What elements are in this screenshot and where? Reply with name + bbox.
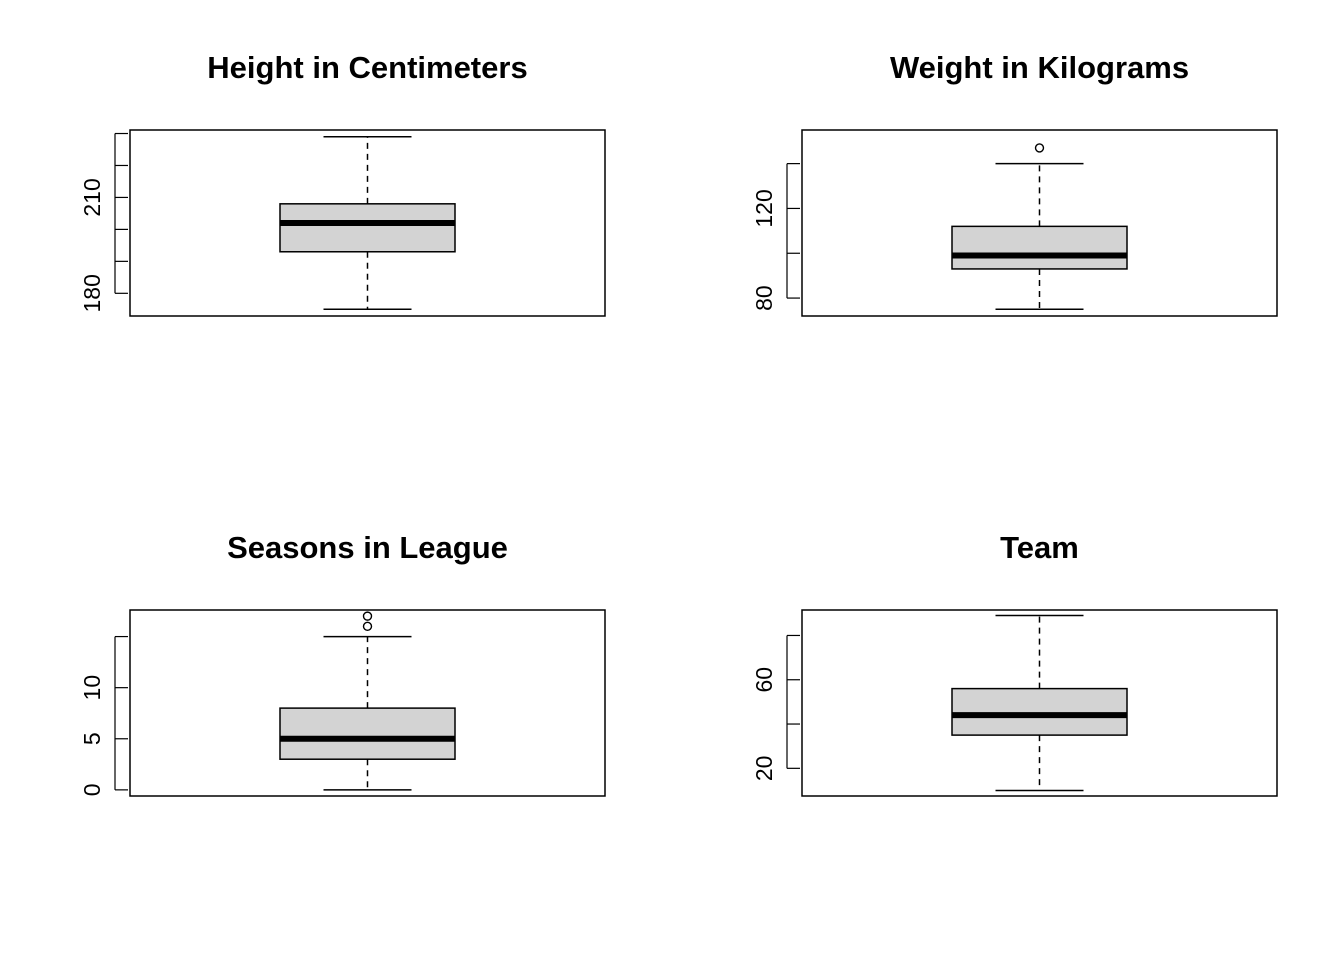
boxplot-panel-4: Team 20 60 xyxy=(751,530,1278,797)
plot-frame xyxy=(801,609,1278,797)
boxplot-panel-2: Weight in Kilograms 80 120 xyxy=(751,50,1278,317)
boxplot-panel-3: Seasons in League 0 5 10 xyxy=(79,530,606,797)
outlier-point xyxy=(362,611,373,621)
plot-frame xyxy=(129,609,606,797)
y-tick-label: 0 xyxy=(79,783,105,796)
y-tick-label: 180 xyxy=(79,274,105,312)
y-tick-label: 120 xyxy=(751,189,777,227)
y-tick-label: 80 xyxy=(751,285,777,311)
y-tick-label: 20 xyxy=(751,756,777,782)
iqr-box xyxy=(951,687,1128,736)
chart-title: Seasons in League xyxy=(227,530,508,565)
chart-title: Team xyxy=(1000,530,1079,565)
plot-frame xyxy=(801,129,1278,317)
outlier-point xyxy=(1034,143,1045,153)
chart-title: Weight in Kilograms xyxy=(890,50,1189,85)
iqr-box xyxy=(279,707,456,760)
chart-title: Height in Centimeters xyxy=(207,50,527,85)
iqr-box xyxy=(279,203,456,253)
y-tick-label: 5 xyxy=(79,732,105,745)
y-tick-label: 10 xyxy=(79,675,105,701)
y-tick-label: 60 xyxy=(751,667,777,693)
boxplot-panel-1: Height in Centimeters 180 210 xyxy=(79,50,606,317)
iqr-box xyxy=(951,225,1128,270)
plot-frame xyxy=(129,129,606,317)
outlier-point xyxy=(362,621,373,632)
y-tick-label: 210 xyxy=(79,178,105,216)
